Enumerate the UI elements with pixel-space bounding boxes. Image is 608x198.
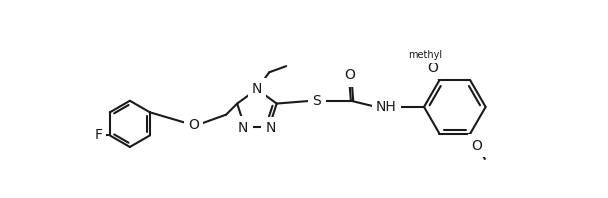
Text: F: F (94, 129, 102, 142)
Text: O: O (188, 118, 199, 132)
Text: N: N (238, 121, 248, 135)
Text: O: O (344, 68, 354, 82)
Text: methyl: methyl (408, 50, 442, 60)
Text: N: N (266, 121, 276, 135)
Text: S: S (313, 94, 322, 108)
Text: O: O (427, 61, 438, 75)
Text: O: O (472, 139, 483, 153)
Text: NH: NH (376, 100, 396, 114)
Text: N: N (252, 82, 262, 96)
